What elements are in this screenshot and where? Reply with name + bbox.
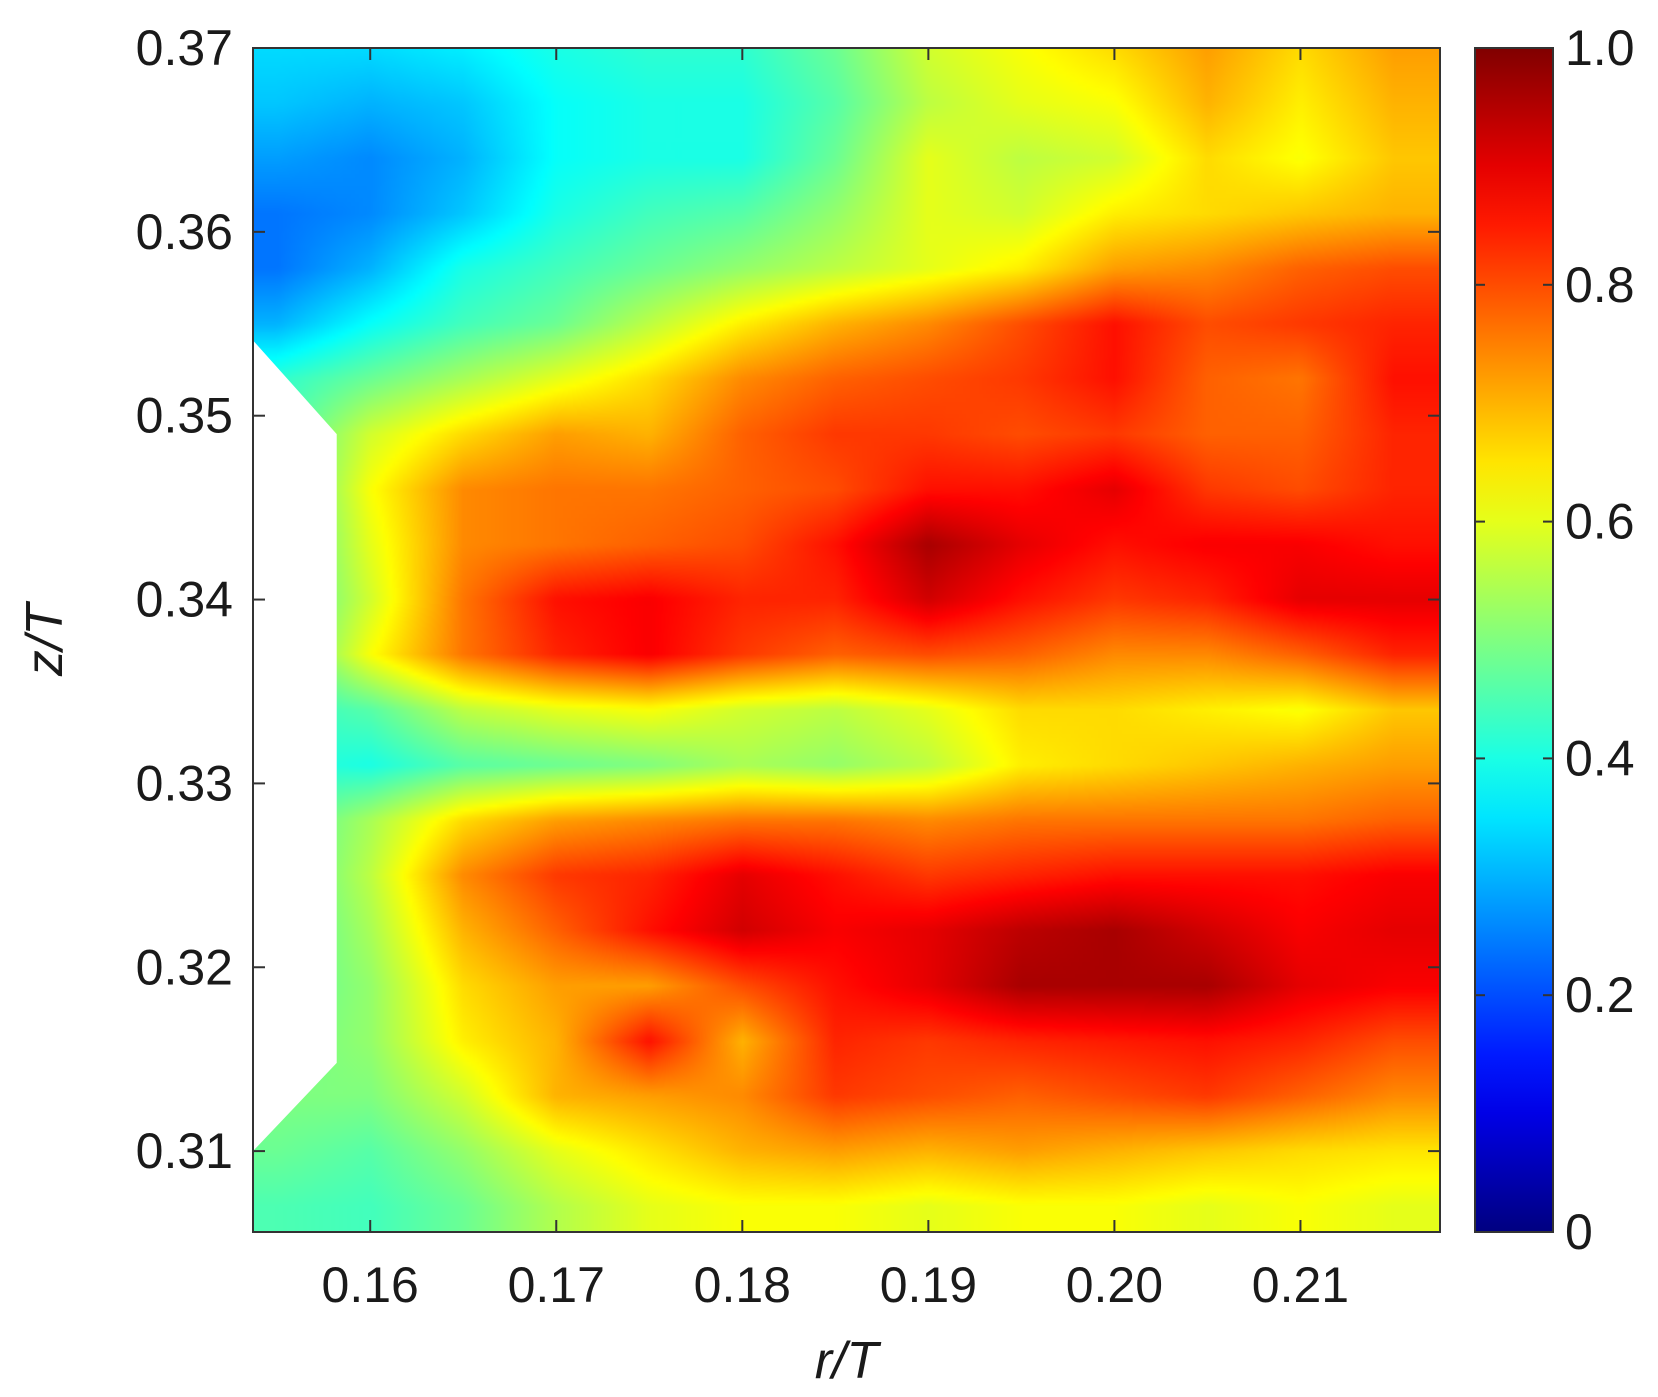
colorbar-tick-label: 0.6 <box>1565 494 1635 550</box>
colorbar-tick-label: 1.0 <box>1565 20 1635 76</box>
colorbar-tick-label: 0.4 <box>1565 730 1635 786</box>
x-axis-label: r/T <box>815 1332 882 1390</box>
x-axis-ticks: 0.16 0.17 0.18 0.19 0.20 0.21 <box>322 48 1349 1313</box>
colorbar-tick-label: 0.2 <box>1565 967 1635 1023</box>
y-tick-label: 0.35 <box>136 388 233 444</box>
x-tick-label: 0.21 <box>1252 1257 1349 1313</box>
y-tick-label: 0.37 <box>136 20 233 76</box>
x-tick-label: 0.19 <box>880 1257 977 1313</box>
y-tick-label: 0.31 <box>136 1123 233 1179</box>
colorbar-ticks: 0 0.2 0.4 0.6 0.8 1.0 <box>1475 20 1635 1260</box>
x-tick-label: 0.16 <box>322 1257 419 1313</box>
y-tick-label: 0.34 <box>136 572 233 628</box>
y-axis-ticks: 0.31 0.32 0.33 0.34 0.35 0.36 0.37 <box>136 20 1440 1179</box>
x-tick-label: 0.20 <box>1066 1257 1163 1313</box>
colorbar: 0 0.2 0.4 0.6 0.8 1.0 <box>1474 20 1635 1260</box>
heatmap-image <box>253 48 1440 1232</box>
x-tick-label: 0.18 <box>694 1257 791 1313</box>
colorbar-tick-label: 0 <box>1565 1204 1593 1260</box>
colorbar-gradient <box>1474 47 1554 1233</box>
y-axis-label: z/T <box>16 601 74 677</box>
plot-area <box>252 47 1441 1233</box>
y-tick-label: 0.33 <box>136 755 233 811</box>
x-tick-label: 0.17 <box>508 1257 605 1313</box>
y-tick-label: 0.36 <box>136 204 233 260</box>
colorbar-tick-label: 0.8 <box>1565 257 1635 313</box>
y-tick-label: 0.32 <box>136 939 233 995</box>
plot-frame <box>252 47 1441 1233</box>
